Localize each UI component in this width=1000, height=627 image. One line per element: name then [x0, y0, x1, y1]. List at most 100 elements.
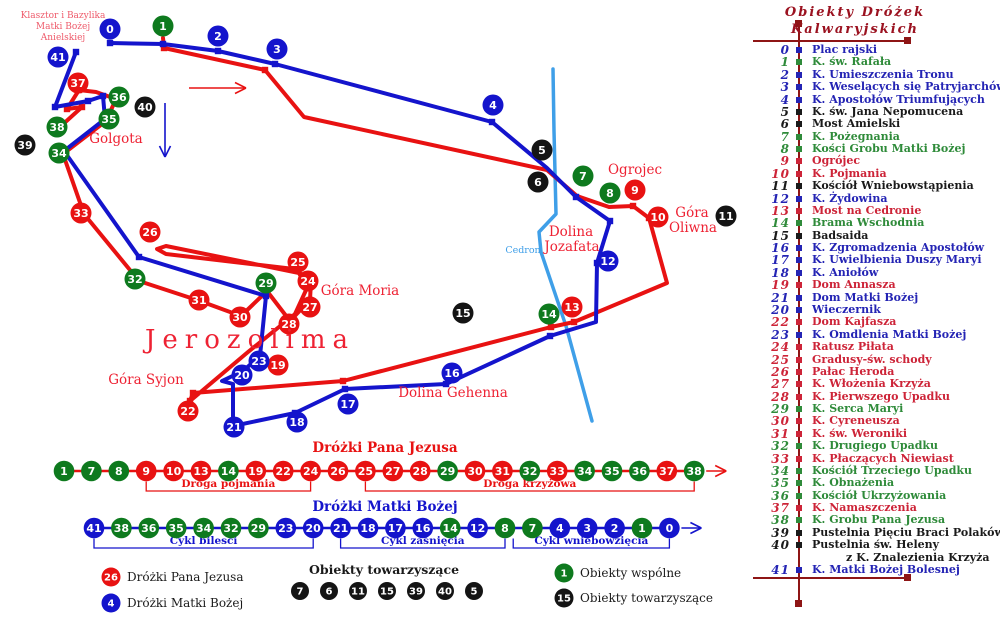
bracket-label-cykl-wniebowzięcia: Cykl wniebowzięcia	[534, 535, 648, 547]
mary-sequence-row-station-41: 41	[83, 517, 105, 539]
svg-text:36: 36	[141, 522, 157, 535]
legend-item-label: K. Żydowina	[812, 191, 888, 205]
legend-item-number: 8	[780, 142, 790, 157]
mary-sequence-row-station-35: 35	[165, 517, 187, 539]
legend-top-rule	[753, 40, 910, 42]
legend-item-number: 14	[771, 216, 790, 231]
jesus-sequence-row-station-24: 24	[300, 460, 321, 482]
mary-sequence-row-station-8: 8	[494, 517, 516, 539]
legend-item-9: 9 Ogrójec	[760, 155, 1000, 168]
key-jesus-route: 26 Dróżki Pana Jezusa	[101, 567, 244, 587]
legend-item-3: 3 K. Weselących się Patryjarchów	[760, 81, 1000, 94]
legend-item-bullet-icon	[796, 47, 802, 53]
svg-text:25: 25	[290, 256, 305, 269]
mary-sequence-row-station-36: 36	[138, 517, 160, 539]
legend-item-number: 23	[771, 327, 790, 342]
jesus-sequence-row-station-22: 22	[272, 460, 294, 482]
map-station-9: 9	[624, 179, 646, 201]
mary-sequence-row-station-18: 18	[357, 517, 379, 539]
map-station-36: 36	[108, 86, 130, 108]
map-station-39: 39	[14, 134, 36, 156]
legend-item-number: 20	[771, 302, 790, 317]
legend-item-20: 20 Wieczernik	[760, 302, 1000, 317]
map-station-8: 8	[599, 182, 621, 204]
legend-item-32: 32 K. Drugiego Upadku	[760, 440, 1000, 453]
map-station-10: 10	[647, 206, 669, 228]
legend-item-number: 10	[771, 166, 790, 181]
jesus-sequence-row-station-29: 29	[437, 460, 458, 482]
legend-item-15: 15 Badsaida	[760, 229, 1000, 242]
svg-text:8: 8	[115, 465, 123, 478]
svg-text:8: 8	[606, 187, 614, 200]
svg-text:12: 12	[600, 255, 615, 268]
svg-text:33: 33	[73, 207, 88, 220]
jesus-sequence-row-station-30: 30	[464, 460, 486, 482]
svg-text:35: 35	[169, 522, 184, 535]
svg-text:27: 27	[302, 301, 317, 314]
legend-item-label: K. Umieszczenia Tronu	[812, 67, 954, 81]
mary-sequence-row: Dróżki Matki Bożej Cykl bilesci Cykl zaśni…	[83, 499, 702, 549]
svg-text:19: 19	[270, 359, 285, 372]
svg-text:9: 9	[631, 184, 639, 197]
svg-text:40: 40	[438, 587, 452, 598]
legend-item-bullet-icon	[796, 71, 802, 78]
legend-item-label: Wieczernik	[812, 302, 881, 316]
legend-item-bullet-icon	[796, 406, 802, 413]
legend-item-label: K. Pierwszego Upadku	[812, 389, 950, 403]
svg-text:33: 33	[550, 465, 565, 478]
key-companion-station-7: 7	[291, 582, 309, 600]
map-station-37: 37	[67, 72, 89, 94]
svg-text:2: 2	[214, 30, 222, 43]
map-station-32: 32	[124, 268, 146, 290]
legend-item-bullet-icon	[796, 331, 802, 338]
map-station-7: 7	[572, 165, 594, 187]
svg-text:38: 38	[49, 121, 64, 134]
legend-item-bullet-icon	[796, 393, 802, 400]
svg-text:26: 26	[142, 226, 158, 239]
legend-item-label: K. Cyreneusza	[812, 414, 900, 428]
jesus-sequence-row-station-19: 19	[245, 460, 267, 482]
mary-sequence-row-title: Dróżki Matki Bożej	[312, 499, 457, 515]
legend-item-bullet-icon	[796, 96, 802, 103]
svg-text:32: 32	[223, 522, 238, 535]
svg-text:3: 3	[273, 43, 281, 56]
svg-text:14: 14	[443, 522, 459, 535]
legend-item-number: 28	[771, 389, 790, 404]
legend-item-bullet-icon	[796, 170, 802, 177]
svg-text:15: 15	[557, 594, 571, 605]
svg-text:1: 1	[561, 569, 568, 580]
legend-item-label: Dom Matki Bożej	[812, 290, 919, 304]
svg-text:Dróżki Matki Bożej: Dróżki Matki Bożej	[127, 596, 243, 610]
legend-item-8: 8 Kości Grobu Matki Bożej	[760, 142, 1000, 157]
legend-item-label: Plac rajski	[812, 43, 878, 56]
jesus-sequence-row-station-13: 13	[190, 460, 212, 482]
svg-text:13: 13	[193, 465, 208, 478]
jesus-sequence-row-station-35: 35	[601, 460, 623, 482]
map-label-cedron: Cedron	[505, 245, 540, 256]
legend-item-label: K. Zgromadzenia Apostołów	[812, 241, 985, 255]
legend-item-number: 13	[771, 203, 790, 218]
svg-text:17: 17	[388, 522, 403, 535]
legend-item-number: 22	[771, 315, 790, 330]
legend-item-7: 7 K. Pożegnania	[760, 130, 1000, 143]
map-station-0: 0	[99, 18, 121, 40]
legend-bottom-rule	[753, 577, 910, 579]
map-station-11: 11	[715, 205, 737, 227]
legend-item-5: 5 K. św. Jana Nepomucena	[760, 105, 1000, 118]
map-station-4: 4	[482, 94, 504, 116]
legend-item-number: 30	[771, 414, 790, 429]
map-station-2: 2	[207, 25, 229, 47]
svg-text:36: 36	[632, 465, 648, 478]
legend-item-40-cont: z K. Znalezienia Krzyża	[760, 551, 1000, 564]
svg-text:29: 29	[258, 277, 273, 290]
legend-item-bullet-icon	[796, 319, 802, 326]
mary-sequence-row-station-17: 17	[385, 517, 406, 539]
mary-sequence-row-station-21: 21	[330, 517, 351, 539]
map-station-17: 17	[337, 393, 359, 415]
jesus-sequence-row-station-33: 33	[546, 460, 568, 482]
axis-end-square	[795, 600, 802, 607]
svg-text:16: 16	[415, 522, 431, 535]
legend-item-bullet-icon	[796, 381, 802, 388]
legend-item-4: 4 K. Apostołów Triumfujących	[760, 93, 1000, 106]
map-label-golgota: Golgota	[89, 131, 142, 147]
